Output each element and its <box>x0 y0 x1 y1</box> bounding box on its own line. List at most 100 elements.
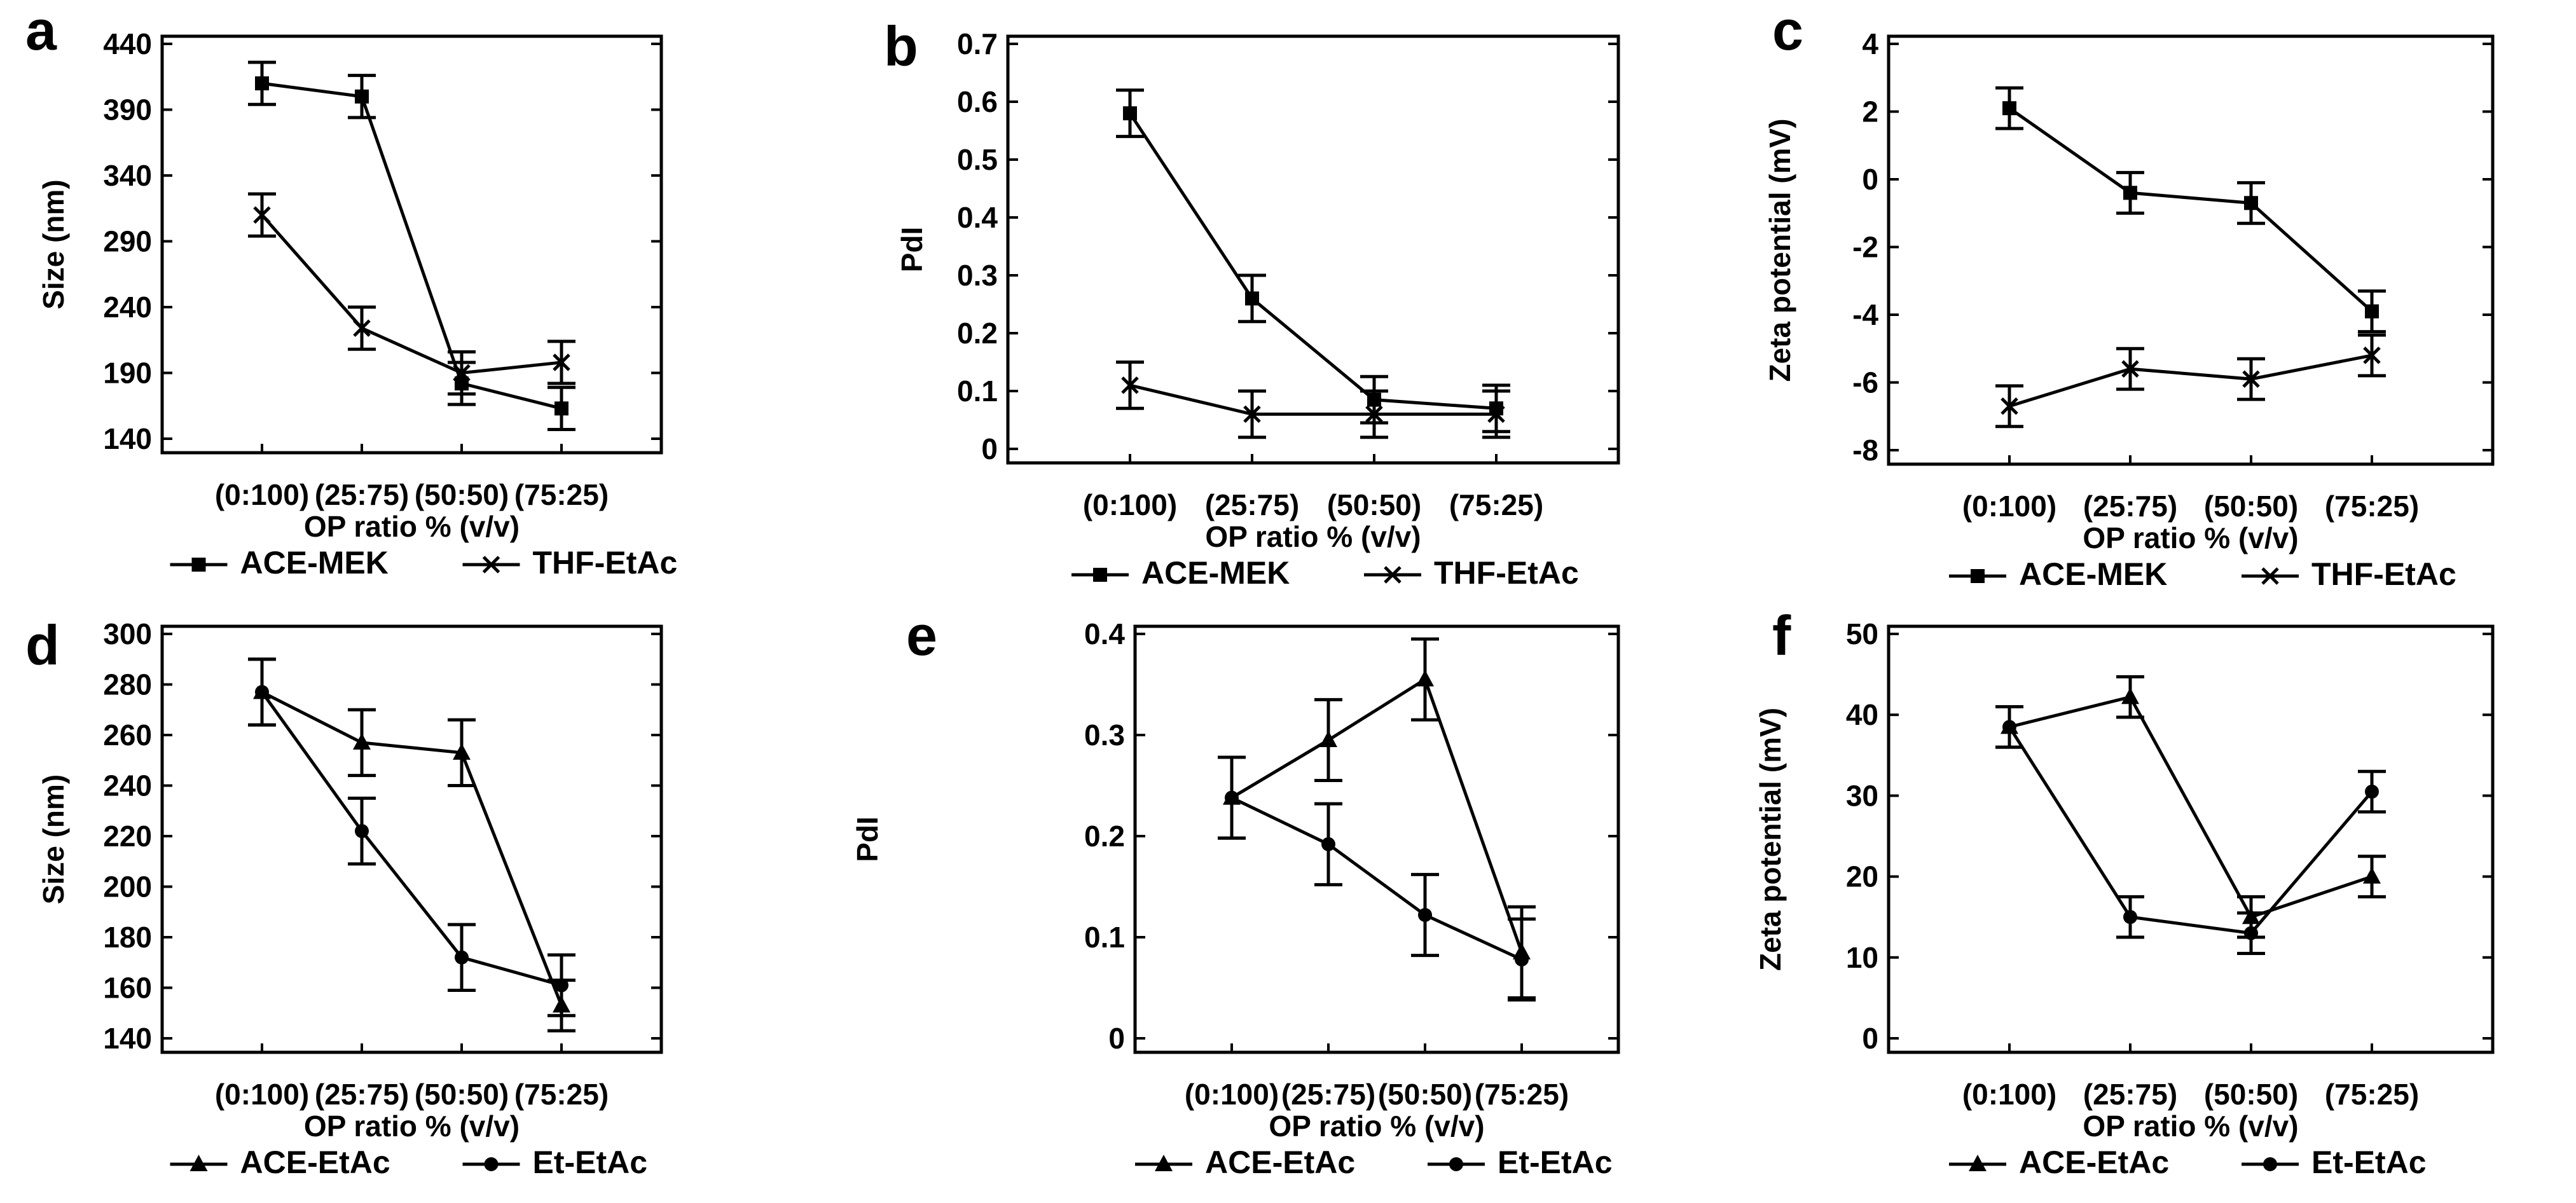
y-axis-label: PdI <box>851 816 884 862</box>
plot-frame <box>1887 34 2495 466</box>
x-tick-label: (0:100) <box>1962 490 2056 523</box>
y-tick-label: 140 <box>103 422 152 455</box>
data-point <box>353 732 371 750</box>
y-tick-label: 30 <box>1846 779 1878 812</box>
y-tick-label: 0.5 <box>957 143 998 176</box>
y-tick-label: 240 <box>103 291 152 324</box>
series-thf-etac <box>248 192 575 396</box>
y-tick-label: 240 <box>103 769 152 802</box>
data-point <box>2123 910 2137 925</box>
data-point <box>2363 867 2381 884</box>
panel-b: b 0 0.1 0.2 0.3 0.4 0.5 0.6 0.7 (0:100) (25:75) (50… <box>884 15 1620 591</box>
plot-frame <box>1006 34 1620 465</box>
y-tick-label: 0.2 <box>957 317 998 350</box>
legend-marker <box>1384 566 1402 584</box>
legend: ACE-EtAc Et-EtAc <box>1135 1145 1613 1180</box>
data-point <box>253 206 271 224</box>
legend-marker <box>1971 569 1985 583</box>
series-thf-etac <box>1995 333 2386 429</box>
data-point <box>1515 952 1529 966</box>
x-axis-label: OP ratio % (v/v) <box>304 510 520 543</box>
data-point <box>1319 730 1337 747</box>
data-point <box>255 685 269 699</box>
panel-a: a 140 190 240 290 340 390 440 (0:100) (25:75) (50:… <box>25 0 677 581</box>
x-tick-label: (50:50) <box>2204 490 2298 523</box>
y-tick-label: 220 <box>103 820 152 853</box>
x-tick-label: (50:50) <box>415 478 509 511</box>
data-point <box>355 824 369 839</box>
x-axis-label: OP ratio % (v/v) <box>304 1110 520 1143</box>
data-point <box>554 978 568 993</box>
panel-letter: a <box>25 0 57 62</box>
data-point <box>1418 908 1432 923</box>
data-point <box>2121 360 2139 378</box>
legend-marker <box>1449 1157 1463 1171</box>
legend-label: Et-EtAc <box>2311 1145 2427 1180</box>
legend-label: ACE-MEK <box>2019 556 2167 592</box>
data-point <box>1365 405 1383 423</box>
y-tick-label: 280 <box>103 668 152 701</box>
data-point <box>2363 347 2381 364</box>
x-tick-label: (75:25) <box>514 1078 609 1111</box>
series-et-etac <box>1218 755 1536 1002</box>
x-tick-label: (75:25) <box>1475 1078 1569 1111</box>
x-tick-label: (75:25) <box>1449 488 1543 521</box>
panel-d: d 140 160 180 200 220 240 260 280 300 (0:100) (25:7… <box>25 614 663 1180</box>
data-point <box>453 743 471 760</box>
legend-marker <box>191 558 206 572</box>
legend-marker <box>484 1157 499 1171</box>
y-tick-label: 2 <box>1862 95 1878 128</box>
x-axis-label: OP ratio % (v/v) <box>1269 1110 1484 1143</box>
series-thf-etac <box>1116 361 1510 439</box>
plot-frame <box>160 34 663 455</box>
x-tick-label: (75:25) <box>514 478 609 511</box>
legend-label: THF-EtAc <box>533 545 678 581</box>
panel-letter: e <box>906 604 937 667</box>
y-tick-label: -6 <box>1852 366 1878 399</box>
data-point <box>2121 687 2139 705</box>
data-point <box>453 364 471 382</box>
data-point <box>2123 186 2137 200</box>
data-point <box>1123 106 1137 121</box>
x-tick-label: (0:100) <box>215 478 309 511</box>
data-point <box>1225 790 1239 805</box>
y-tick-label: 200 <box>103 870 152 904</box>
series-line <box>260 691 562 987</box>
panel-e: e 0 0.1 0.2 0.3 0.4 (0:100) (25:75) (50:50) (75:2… <box>851 604 1620 1180</box>
y-tick-label: 0.6 <box>957 85 998 118</box>
x-tick-label: (0:100) <box>215 1078 309 1111</box>
series-line <box>2009 695 2373 919</box>
legend-marker <box>2261 567 2279 585</box>
y-tick-label: -2 <box>1852 231 1878 264</box>
data-point <box>255 76 269 91</box>
x-tick-label: (25:75) <box>2083 490 2177 523</box>
y-tick-label: 0.3 <box>957 259 998 292</box>
data-point <box>2244 926 2258 940</box>
y-tick-label: 190 <box>103 357 152 390</box>
y-tick-label: 0 <box>1108 1022 1125 1055</box>
x-axis-label: OP ratio % (v/v) <box>1205 520 1421 553</box>
legend-label: ACE-EtAc <box>2019 1145 2169 1180</box>
series-et-etac <box>248 657 575 1017</box>
legend-marker <box>482 556 500 574</box>
legend-marker <box>1155 1155 1173 1171</box>
y-tick-label: 440 <box>103 27 152 60</box>
data-point <box>2002 101 2016 116</box>
x-axis-label: OP ratio % (v/v) <box>2083 521 2298 554</box>
x-tick-label: (75:25) <box>2325 1078 2419 1111</box>
legend-label: ACE-MEK <box>240 545 389 581</box>
data-point <box>2365 304 2379 319</box>
data-point <box>553 354 570 371</box>
series-line <box>2008 107 2373 313</box>
legend-marker <box>1093 568 1107 582</box>
x-tick-label: (25:75) <box>315 478 409 511</box>
y-tick-label: 290 <box>103 225 152 258</box>
legend-label: Et-EtAc <box>1498 1145 1613 1180</box>
x-tick-label: (25:75) <box>1281 1078 1375 1111</box>
y-axis-label: PdI <box>895 227 928 273</box>
series-line <box>261 214 562 375</box>
series-line <box>1230 677 1524 953</box>
series-et-etac <box>1995 705 2386 955</box>
series-line <box>2009 354 2373 408</box>
